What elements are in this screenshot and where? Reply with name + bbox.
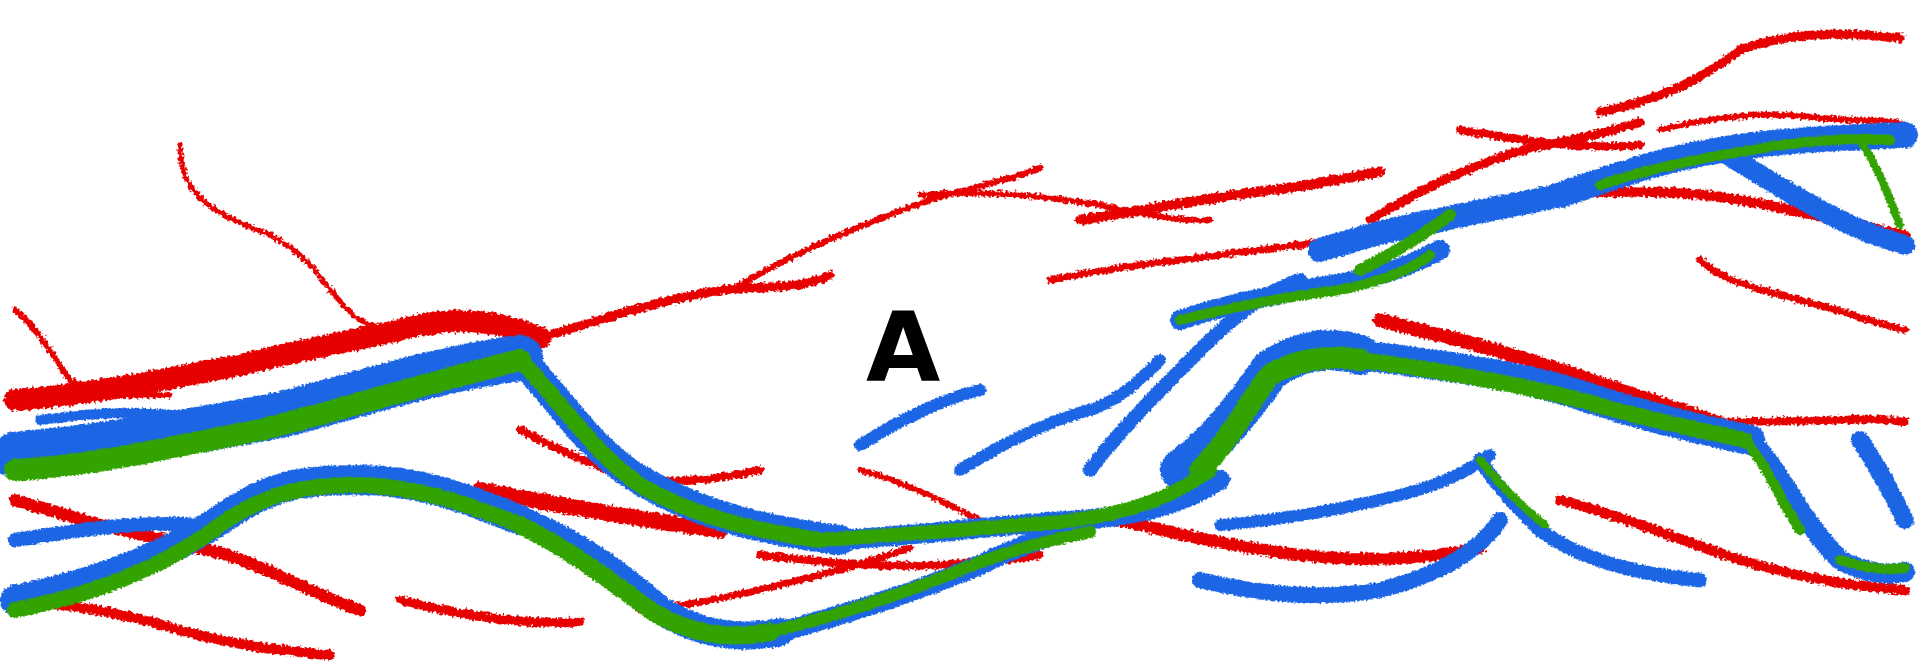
green-channel bbox=[7, 477, 528, 618]
red-channel bbox=[472, 482, 728, 538]
red-channel bbox=[535, 270, 835, 343]
red-channel bbox=[177, 142, 443, 334]
green-channel bbox=[1175, 250, 1435, 325]
blue-channel bbox=[1851, 431, 1914, 529]
red-channel bbox=[1555, 495, 1910, 595]
red-channel bbox=[857, 467, 983, 523]
blue-channel bbox=[954, 354, 1166, 476]
green-channel bbox=[1189, 346, 1371, 481]
panel-label: A bbox=[866, 292, 941, 404]
green-channel bbox=[1352, 352, 1753, 448]
red-channel-layer bbox=[4, 29, 1910, 660]
red-channel bbox=[1696, 256, 1909, 334]
green-channel bbox=[4, 349, 531, 481]
green-channel bbox=[1595, 134, 1895, 190]
red-channel bbox=[1075, 167, 1385, 225]
red-channel bbox=[1595, 29, 1905, 117]
blue-channel bbox=[1192, 512, 1508, 604]
red-channel bbox=[1456, 126, 1644, 151]
blue-channel bbox=[35, 407, 175, 425]
blue-channel bbox=[8, 516, 207, 547]
blue-channel bbox=[1710, 140, 1915, 255]
green-channel-layer bbox=[4, 134, 1910, 645]
green-channel bbox=[1835, 555, 1910, 575]
red-channel bbox=[1365, 117, 1645, 225]
red-channel bbox=[10, 595, 335, 660]
blue-channel bbox=[1214, 449, 1496, 531]
red-channel bbox=[395, 595, 585, 628]
green-channel bbox=[511, 516, 779, 645]
red-channel bbox=[737, 165, 1043, 288]
green-channel bbox=[1354, 209, 1456, 276]
green-channel bbox=[1476, 456, 1549, 529]
green-channel bbox=[512, 352, 828, 548]
blue-channel bbox=[1473, 453, 1707, 587]
red-channel bbox=[1114, 514, 1486, 566]
green-channel bbox=[813, 463, 1217, 547]
green-channel bbox=[1856, 136, 1904, 229]
red-channel bbox=[12, 307, 173, 399]
green-channel bbox=[1740, 435, 1805, 535]
red-channel bbox=[4, 310, 551, 411]
red-channel bbox=[1657, 111, 1908, 133]
green-channel bbox=[764, 526, 1096, 638]
red-channel bbox=[636, 544, 914, 614]
blue-channel bbox=[854, 384, 986, 451]
red-channel bbox=[917, 190, 1213, 224]
